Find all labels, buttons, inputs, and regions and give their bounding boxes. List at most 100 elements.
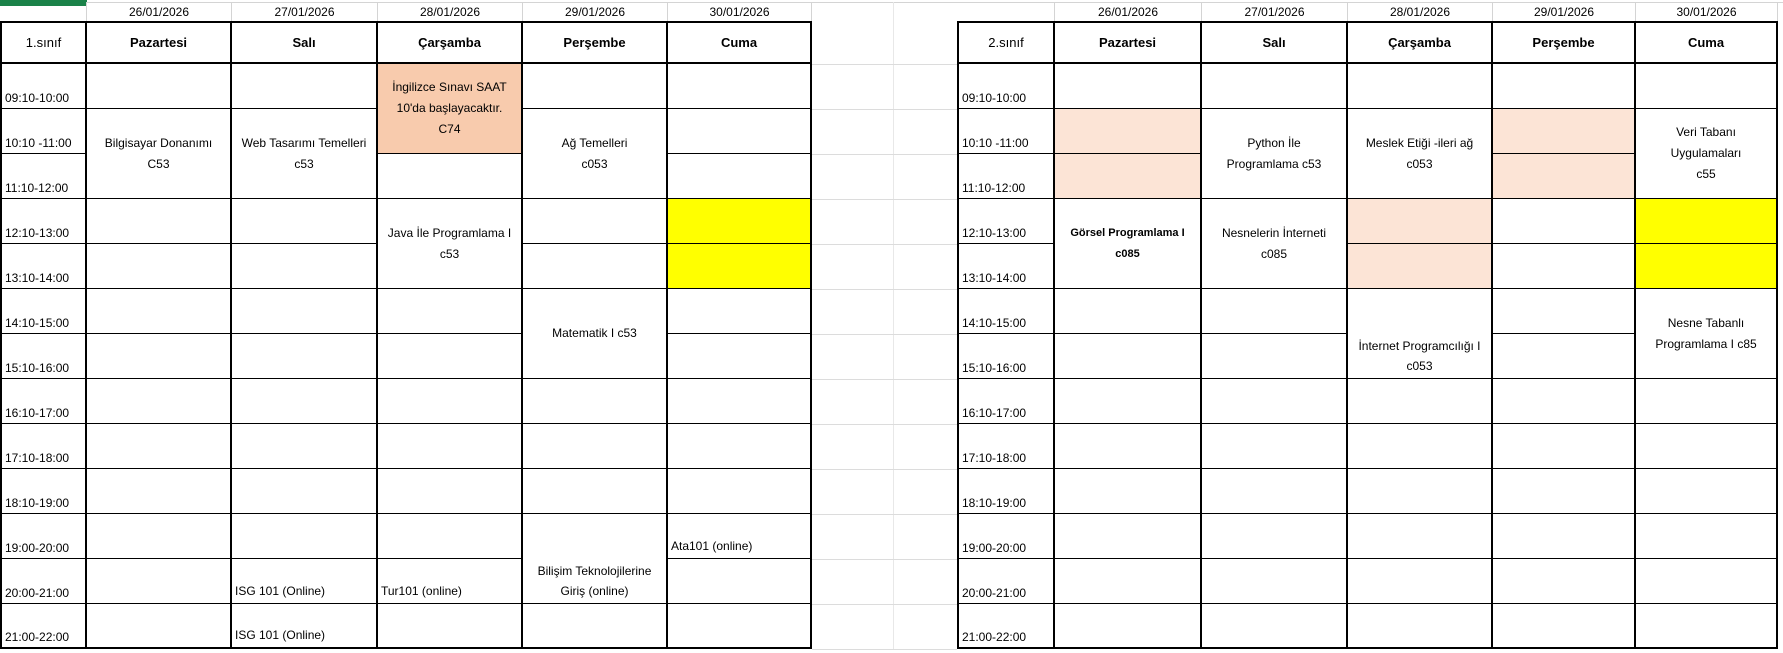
empty-cell[interactable] xyxy=(232,199,378,244)
empty-cell[interactable] xyxy=(87,514,232,559)
day-header-cell[interactable]: Perşembe xyxy=(1493,21,1636,64)
empty-cell[interactable] xyxy=(523,604,668,649)
empty-cell[interactable] xyxy=(1636,514,1778,559)
course-cell[interactable]: Nesne Tabanlı Programlama I c85 xyxy=(1636,289,1778,379)
time-cell[interactable]: 16:10-17:00 xyxy=(0,379,87,424)
time-cell[interactable]: 15:10-16:00 xyxy=(0,334,87,379)
empty-cell[interactable] xyxy=(668,604,812,649)
empty-cell[interactable] xyxy=(87,379,232,424)
day-header-cell[interactable]: Çarşamba xyxy=(378,21,523,64)
empty-cell[interactable] xyxy=(232,244,378,289)
empty-cell[interactable] xyxy=(1055,334,1202,379)
empty-cell[interactable] xyxy=(1055,469,1202,514)
empty-cell[interactable] xyxy=(1202,64,1348,109)
empty-cell[interactable] xyxy=(232,514,378,559)
time-cell[interactable]: 10:10 -11:00 xyxy=(957,109,1055,154)
day-header-cell[interactable]: Cuma xyxy=(1636,21,1778,64)
highlight-cell[interactable] xyxy=(1493,154,1636,199)
day-header-cell[interactable]: Cuma xyxy=(668,21,812,64)
empty-cell[interactable] xyxy=(378,154,523,199)
empty-cell[interactable] xyxy=(1348,514,1493,559)
empty-cell[interactable] xyxy=(1493,514,1636,559)
course-cell[interactable]: Ata101 (online) xyxy=(668,514,812,559)
class-label-cell[interactable]: 2.sınıf xyxy=(957,21,1055,64)
time-cell[interactable]: 12:10-13:00 xyxy=(0,199,87,244)
time-cell[interactable]: 16:10-17:00 xyxy=(957,379,1055,424)
date-header-cell[interactable]: 30/01/2026 xyxy=(668,2,812,21)
empty-cell[interactable] xyxy=(668,469,812,514)
empty-cell[interactable] xyxy=(1493,64,1636,109)
empty-cell[interactable] xyxy=(87,199,232,244)
course-cell[interactable]: Meslek Etiği -ileri ağ c053 xyxy=(1348,109,1493,199)
day-header-cell[interactable]: Salı xyxy=(1202,21,1348,64)
highlight-cell[interactable] xyxy=(1055,154,1202,199)
time-cell[interactable]: 13:10-14:00 xyxy=(0,244,87,289)
empty-cell[interactable] xyxy=(1055,289,1202,334)
empty-cell[interactable] xyxy=(1202,514,1348,559)
course-cell[interactable]: Görsel Programlama I c085 xyxy=(1055,199,1202,289)
course-cell[interactable]: Matematik I c53 xyxy=(523,289,668,379)
empty-cell[interactable] xyxy=(1055,514,1202,559)
empty-cell[interactable] xyxy=(378,514,523,559)
empty-cell[interactable] xyxy=(1636,424,1778,469)
time-cell[interactable]: 17:10-18:00 xyxy=(0,424,87,469)
empty-cell[interactable] xyxy=(1493,604,1636,649)
day-header-cell[interactable]: Çarşamba xyxy=(1348,21,1493,64)
date-header-cell[interactable]: 26/01/2026 xyxy=(87,2,232,21)
time-cell[interactable]: 19:00-20:00 xyxy=(0,514,87,559)
empty-cell[interactable] xyxy=(232,424,378,469)
empty-cell[interactable] xyxy=(1636,64,1778,109)
empty-cell[interactable] xyxy=(378,334,523,379)
course-cell[interactable]: ISG 101 (Online) xyxy=(232,559,378,604)
empty-cell[interactable] xyxy=(232,334,378,379)
time-cell[interactable]: 19:00-20:00 xyxy=(957,514,1055,559)
empty-cell[interactable] xyxy=(87,244,232,289)
course-cell[interactable]: Nesnelerin İnterneti c085 xyxy=(1202,199,1348,289)
date-header-cell[interactable]: 27/01/2026 xyxy=(232,2,378,21)
empty-cell[interactable] xyxy=(1493,469,1636,514)
empty-cell[interactable] xyxy=(1493,559,1636,604)
highlight-cell[interactable] xyxy=(1055,109,1202,154)
date-header-cell[interactable]: 26/01/2026 xyxy=(1055,2,1202,21)
time-cell[interactable]: 20:00-21:00 xyxy=(0,559,87,604)
course-cell[interactable]: Web Tasarımı Temelleri c53 xyxy=(232,109,378,199)
empty-cell[interactable] xyxy=(668,109,812,154)
day-header-cell[interactable]: Pazartesi xyxy=(1055,21,1202,64)
empty-cell[interactable] xyxy=(1493,199,1636,244)
date-corner-cell[interactable] xyxy=(957,2,1055,21)
empty-cell[interactable] xyxy=(87,469,232,514)
time-cell[interactable]: 11:10-12:00 xyxy=(0,154,87,199)
time-cell[interactable]: 10:10 -11:00 xyxy=(0,109,87,154)
empty-cell[interactable] xyxy=(1202,559,1348,604)
day-header-cell[interactable]: Pazartesi xyxy=(87,21,232,64)
empty-cell[interactable] xyxy=(523,64,668,109)
empty-cell[interactable] xyxy=(1636,559,1778,604)
time-cell[interactable]: 20:00-21:00 xyxy=(957,559,1055,604)
time-cell[interactable]: 09:10-10:00 xyxy=(0,64,87,109)
time-cell[interactable]: 21:00-22:00 xyxy=(957,604,1055,649)
empty-cell[interactable] xyxy=(1055,604,1202,649)
empty-cell[interactable] xyxy=(523,199,668,244)
empty-cell[interactable] xyxy=(668,289,812,334)
empty-cell[interactable] xyxy=(87,604,232,649)
empty-cell[interactable] xyxy=(1055,64,1202,109)
highlight-cell[interactable] xyxy=(668,199,812,244)
empty-cell[interactable] xyxy=(1636,469,1778,514)
time-cell[interactable]: 14:10-15:00 xyxy=(0,289,87,334)
empty-cell[interactable] xyxy=(87,64,232,109)
empty-cell[interactable] xyxy=(668,154,812,199)
empty-cell[interactable] xyxy=(87,424,232,469)
empty-cell[interactable] xyxy=(668,379,812,424)
course-cell[interactable]: Java İle Programlama I c53 xyxy=(378,199,523,289)
empty-cell[interactable] xyxy=(523,424,668,469)
time-cell[interactable]: 12:10-13:00 xyxy=(957,199,1055,244)
class-label-cell[interactable]: 1.sınıf xyxy=(0,21,87,64)
empty-cell[interactable] xyxy=(1202,604,1348,649)
empty-cell[interactable] xyxy=(1636,604,1778,649)
time-cell[interactable]: 09:10-10:00 xyxy=(957,64,1055,109)
highlight-cell[interactable] xyxy=(1348,199,1493,244)
time-cell[interactable]: 11:10-12:00 xyxy=(957,154,1055,199)
course-cell[interactable]: Tur101 (online) xyxy=(378,559,523,604)
empty-cell[interactable] xyxy=(87,289,232,334)
highlight-cell[interactable] xyxy=(668,244,812,289)
